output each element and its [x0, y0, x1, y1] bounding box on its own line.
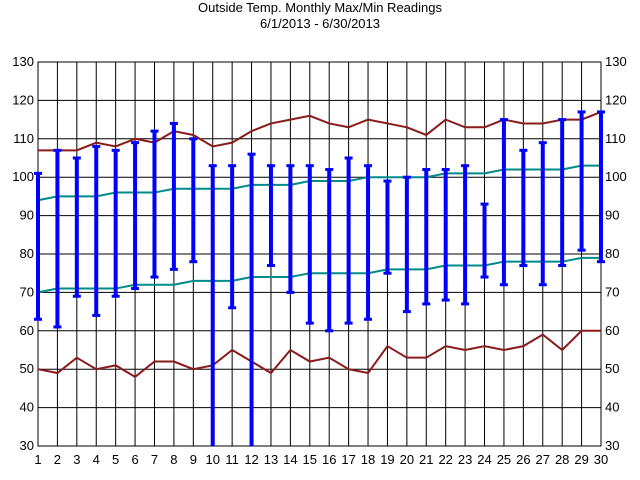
y-tick-label-right: 130: [605, 54, 627, 69]
x-tick-label: 9: [190, 452, 197, 467]
y-tick-label-right: 40: [605, 400, 619, 415]
y-tick-label-left: 90: [20, 208, 34, 223]
y-tick-label-left: 40: [20, 400, 34, 415]
x-tick-label: 27: [536, 452, 550, 467]
x-tick-label: 26: [516, 452, 530, 467]
x-tick-label: 21: [419, 452, 433, 467]
y-tick-label-left: 130: [12, 54, 34, 69]
x-tick-label: 19: [380, 452, 394, 467]
x-tick-label: 11: [225, 452, 239, 467]
y-tick-label-left: 120: [12, 92, 34, 107]
x-tick-label: 23: [458, 452, 472, 467]
x-tick-label: 3: [73, 452, 80, 467]
series-line-2: [37, 164, 601, 202]
y-tick-label-right: 100: [605, 169, 627, 184]
y-tick-label-right: 30: [605, 438, 619, 453]
y-tick-label-left: 30: [20, 438, 34, 453]
x-tick-label: 5: [112, 452, 119, 467]
x-tick-label: 20: [400, 452, 414, 467]
series-line-1: [38, 110, 602, 152]
x-tick-label: 15: [303, 452, 317, 467]
y-tick-label-right: 70: [605, 284, 619, 299]
chart-title: Outside Temp. Monthly Max/Min Readings: [198, 0, 442, 15]
y-tick-label-left: 70: [20, 284, 34, 299]
y-tick-label-left: 80: [20, 246, 34, 261]
x-tick-label: 13: [264, 452, 278, 467]
y-tick-label-left: 50: [20, 361, 34, 376]
x-tick-label: 12: [244, 452, 258, 467]
y-tick-label-right: 90: [605, 208, 619, 223]
y-tick-label-right: 60: [605, 323, 619, 338]
y-tick-label-right: 120: [605, 92, 627, 107]
y-tick-label-left: 100: [12, 169, 34, 184]
x-tick-label: 25: [497, 452, 511, 467]
y-tick-label-right: 50: [605, 361, 619, 376]
x-tick-label: 24: [477, 452, 491, 467]
x-tick-label: 8: [170, 452, 177, 467]
x-tick-label: 2: [54, 452, 61, 467]
x-tick-label: 10: [205, 452, 219, 467]
x-tick-label: 7: [151, 452, 158, 467]
series-line-3: [37, 256, 601, 294]
chart-subtitle: 6/1/2013 - 6/30/2013: [260, 16, 380, 31]
x-tick-label: 6: [131, 452, 138, 467]
x-tick-label: 30: [594, 452, 608, 467]
x-tick-label: 16: [322, 452, 336, 467]
x-tick-label: 22: [438, 452, 452, 467]
x-tick-label: 28: [555, 452, 569, 467]
x-tick-label: 17: [341, 452, 355, 467]
x-tick-label: 18: [361, 452, 375, 467]
y-tick-label-right: 110: [605, 131, 626, 146]
y-tick-label-left: 60: [20, 323, 34, 338]
y-tick-label-left: 110: [13, 131, 34, 146]
x-tick-label: 1: [34, 452, 41, 467]
x-tick-label: 4: [93, 452, 100, 467]
y-tick-label-right: 80: [605, 246, 619, 261]
series-line-4: [37, 329, 601, 379]
x-tick-label: 29: [574, 452, 588, 467]
x-tick-label: 14: [283, 452, 297, 467]
